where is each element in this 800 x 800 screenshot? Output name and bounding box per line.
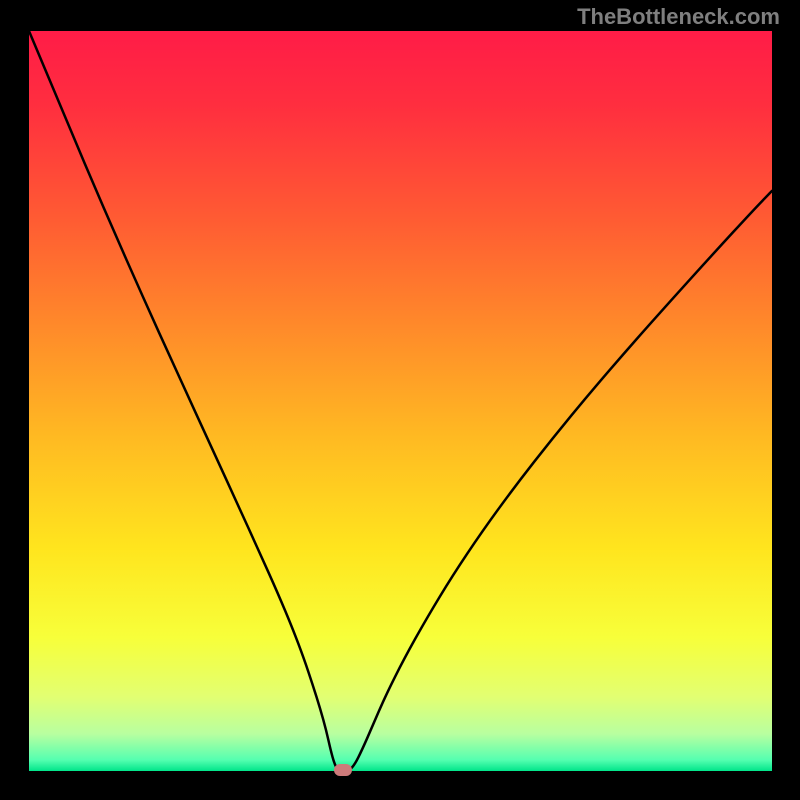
optimum-marker [334, 764, 352, 776]
chart-plot-area [29, 31, 772, 771]
watermark-text: TheBottleneck.com [577, 4, 780, 30]
